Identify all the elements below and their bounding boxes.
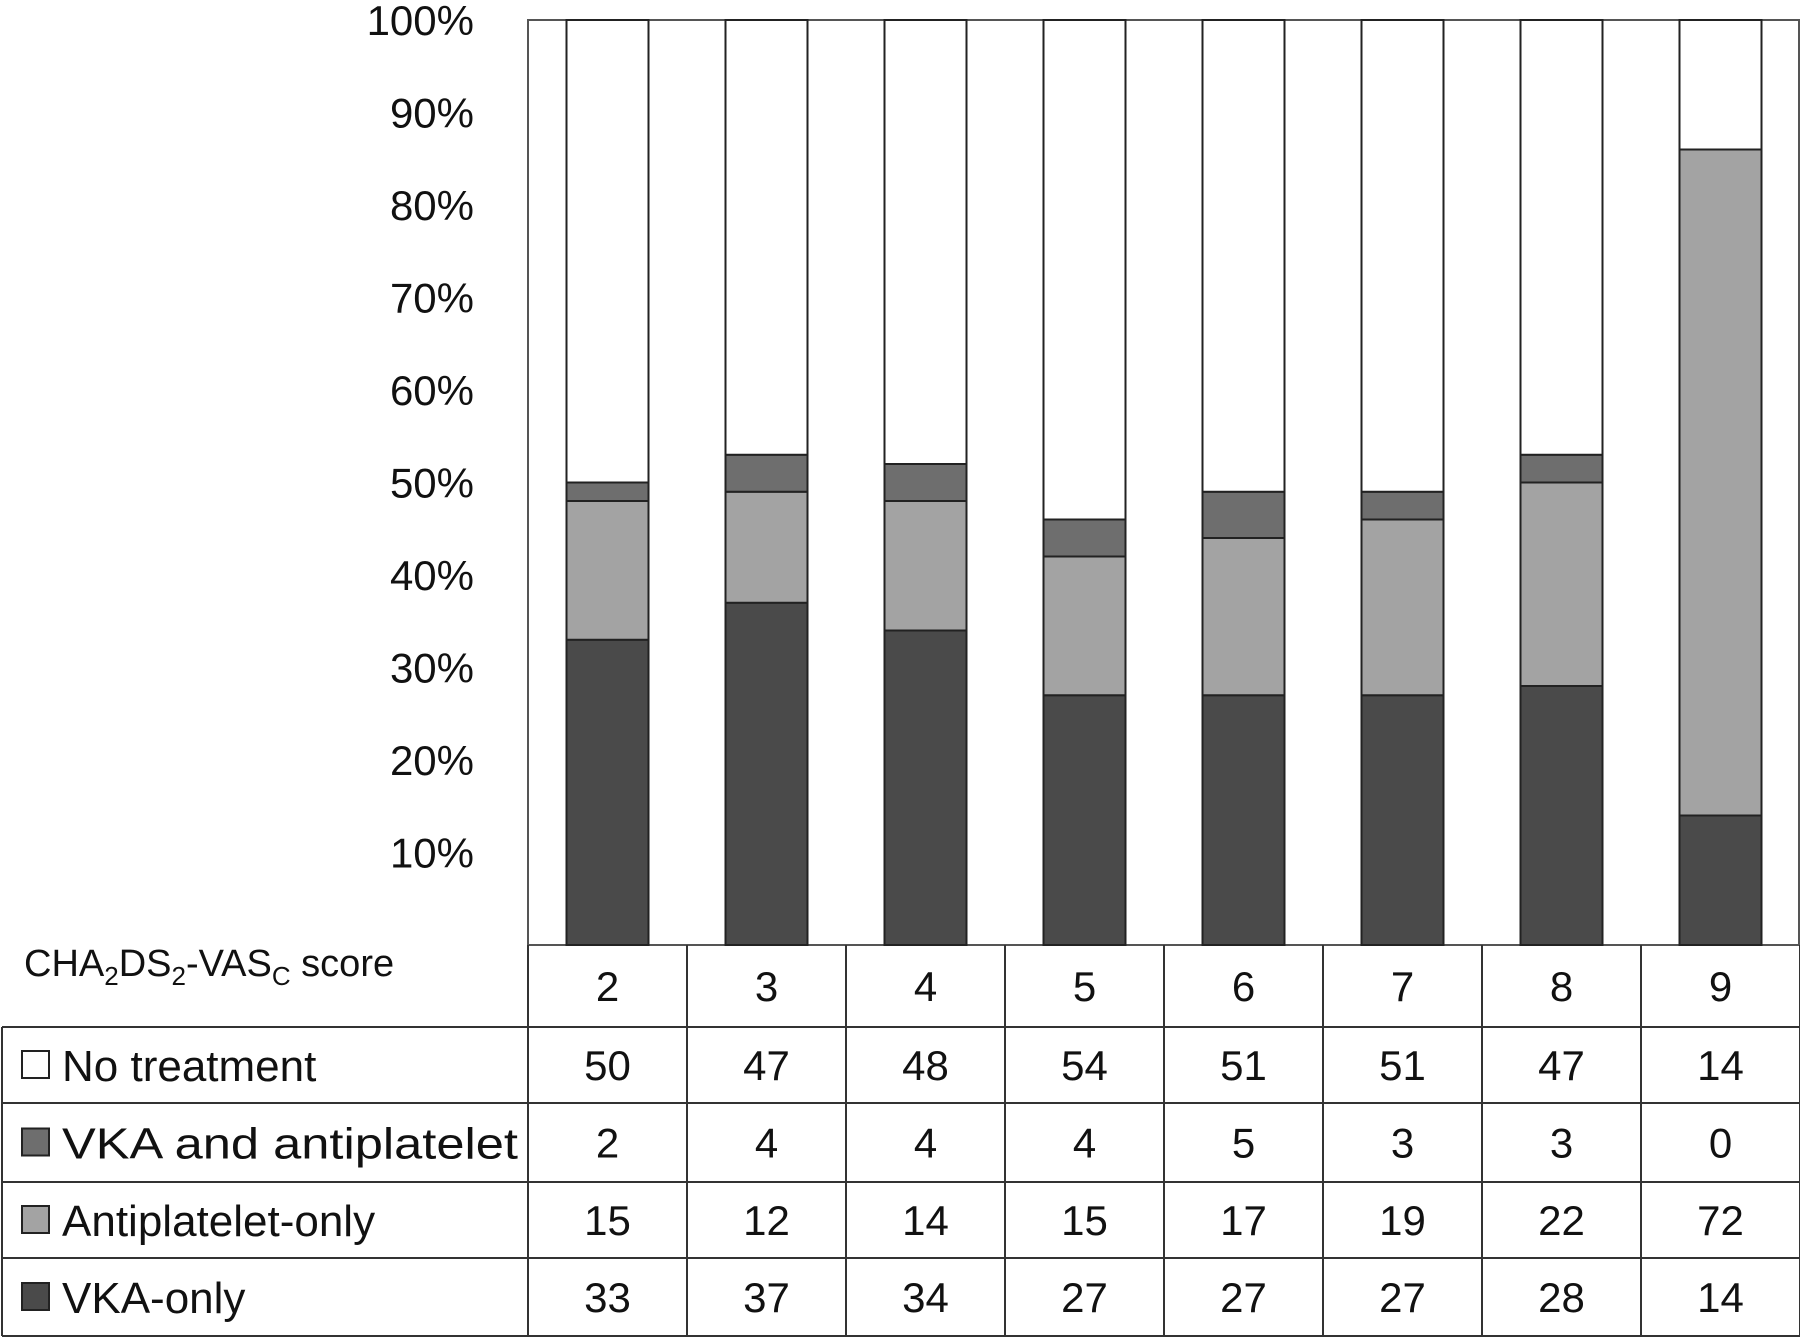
- bar-segment: [565, 481, 650, 502]
- bar-segment: [883, 463, 968, 502]
- bar-segment: [1201, 694, 1286, 946]
- table-cell-value: 50: [584, 1042, 631, 1089]
- bar-segment: [1042, 555, 1127, 697]
- y-tick-label: 40%: [390, 552, 474, 599]
- table-cell-value: 72: [1697, 1197, 1744, 1244]
- plot-area-frame: [527, 19, 1800, 946]
- y-axis-ticks: 10% 20% 30% 40% 50% 60% 70% 80% 90% 100%: [367, 0, 474, 877]
- category-label: 2: [596, 963, 619, 1010]
- series-name-label: Antiplatelet-only: [62, 1197, 375, 1246]
- table-cell-value: 34: [902, 1274, 949, 1321]
- table-cell-value: 27: [1220, 1274, 1267, 1321]
- legend-swatch: [21, 1127, 50, 1157]
- category-label: 9: [1709, 963, 1732, 1010]
- category-label: 8: [1550, 963, 1573, 1010]
- table-cell-value: 14: [902, 1197, 949, 1244]
- table-cell-value: 3: [1391, 1120, 1414, 1167]
- bar-segment: [724, 490, 809, 604]
- table-cell-value: 17: [1220, 1197, 1267, 1244]
- category-label: 4: [914, 963, 937, 1010]
- bar-segment: [1519, 685, 1604, 946]
- category-label: 7: [1391, 963, 1414, 1010]
- bar-segment: [1042, 518, 1127, 558]
- table-cell-value: 51: [1220, 1042, 1267, 1089]
- table-cell-value: 14: [1697, 1042, 1744, 1089]
- bar-segment: [1201, 490, 1286, 539]
- bars-group: [565, 19, 1763, 946]
- table-cell-value: 37: [743, 1274, 790, 1321]
- y-tick-label: 10%: [390, 830, 474, 877]
- table-cell-value: 22: [1538, 1197, 1585, 1244]
- table-cell-value: 48: [902, 1042, 949, 1089]
- series-name-label: No treatment: [62, 1042, 316, 1091]
- table-cell-value: 15: [584, 1197, 631, 1244]
- table-cell-value: 47: [743, 1042, 790, 1089]
- table-cell-value: 47: [1538, 1042, 1585, 1089]
- table-cell-value: 12: [743, 1197, 790, 1244]
- bar-segment: [883, 19, 968, 465]
- bar-segment: [1360, 518, 1445, 697]
- table-cell-value: 4: [914, 1120, 937, 1167]
- series-name-label: VKA and antiplatelet: [62, 1120, 518, 1169]
- table-cell-value: 2: [596, 1120, 619, 1167]
- bar-segment: [1201, 537, 1286, 697]
- series-name-label: VKA-only: [62, 1274, 245, 1323]
- y-tick-label: 20%: [390, 737, 474, 784]
- table-cell-value: 4: [755, 1120, 778, 1167]
- bar-segment: [724, 19, 809, 456]
- category-label: 6: [1232, 963, 1255, 1010]
- x-axis-label: CHA2DS2-VASC score: [24, 943, 394, 991]
- bar-segment: [1201, 19, 1286, 493]
- bar-segment: [724, 601, 809, 946]
- bar-segment: [1678, 814, 1763, 946]
- legend-swatch: [21, 1050, 50, 1079]
- table-cell-value: 15: [1061, 1197, 1108, 1244]
- bar-segment: [565, 638, 650, 946]
- table-cell-value: 33: [584, 1274, 631, 1321]
- bar-segment: [1678, 19, 1763, 151]
- bar-segment: [1678, 148, 1763, 817]
- legend-swatch: [21, 1205, 50, 1234]
- table-cell-value: 27: [1061, 1274, 1108, 1321]
- data-table: 2 3 4 5 6 7 8 9No treatment 50 47 48 54 51 51 47 14VKA …: [1, 945, 1800, 1337]
- bar-segment: [883, 629, 968, 946]
- category-label: 3: [755, 963, 778, 1010]
- bar-segment: [565, 19, 650, 484]
- y-tick-label: 30%: [390, 645, 474, 692]
- y-tick-label: 90%: [390, 90, 474, 137]
- bar-segment: [883, 500, 968, 632]
- table-cell-value: 54: [1061, 1042, 1108, 1089]
- bar-segment: [724, 453, 809, 493]
- y-tick-label: 80%: [390, 182, 474, 229]
- table-cell-value: 4: [1073, 1120, 1096, 1167]
- y-tick-label: 50%: [390, 460, 474, 507]
- bar-segment: [1360, 694, 1445, 946]
- bar-segment: [1360, 490, 1445, 521]
- bar-segment: [565, 500, 650, 641]
- table-cell-value: 28: [1538, 1274, 1585, 1321]
- table-cell-value: 0: [1709, 1120, 1732, 1167]
- y-tick-label: 100%: [367, 0, 474, 44]
- table-cell-value: 14: [1697, 1274, 1744, 1321]
- table-cell-value: 3: [1550, 1120, 1573, 1167]
- bar-segment: [1519, 19, 1604, 456]
- y-tick-label: 60%: [390, 367, 474, 414]
- table-cell-value: 27: [1379, 1274, 1426, 1321]
- table-cell-value: 51: [1379, 1042, 1426, 1089]
- category-label: 5: [1073, 963, 1096, 1010]
- bar-segment: [1042, 694, 1127, 946]
- bar-segment: [1042, 19, 1127, 521]
- legend-swatch: [21, 1282, 50, 1311]
- bar-segment: [1360, 19, 1445, 493]
- bar-segment: [1519, 481, 1604, 687]
- table-cell-value: 19: [1379, 1197, 1426, 1244]
- y-tick-label: 70%: [390, 275, 474, 322]
- table-cell-value: 5: [1232, 1120, 1255, 1167]
- bar-segment: [1519, 453, 1604, 484]
